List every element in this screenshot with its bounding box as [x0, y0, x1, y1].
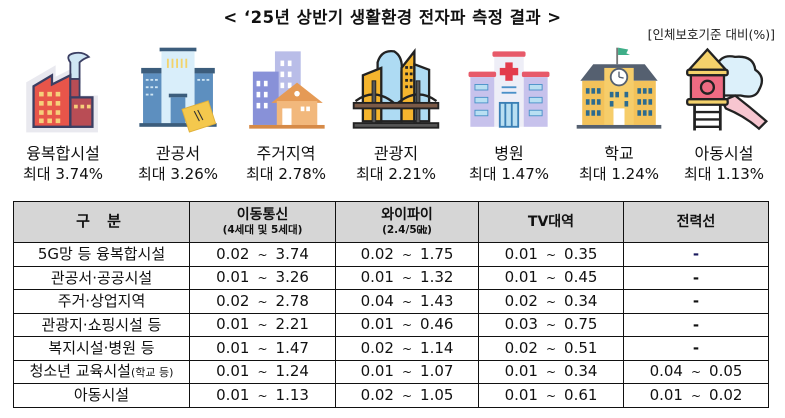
- icon-max-value: 최대 1.13%: [683, 165, 765, 183]
- icon-max-value: 최대 2.21%: [355, 165, 437, 183]
- row-category: 주거·상업지역: [13, 289, 190, 314]
- cell-tv: 0.02 ~0.51: [478, 336, 624, 361]
- row-category: 복지시설·병원 등: [13, 336, 190, 361]
- icon-label: 주거지역: [256, 144, 316, 163]
- icon-label: 아동시설: [694, 144, 754, 163]
- government-office-icon: [139, 47, 217, 133]
- icon-max-value: 최대 1.24%: [578, 165, 660, 183]
- header-mobile: 이동통신 (4세대 및 5세대): [189, 201, 336, 243]
- icon-card-children: 아동시설 최대 1.13%: [664, 44, 784, 184]
- icon-card-residential: 주거지역 최대 2.78%: [226, 44, 346, 184]
- table-header-row: 구 분 이동통신 (4세대 및 5세대) 와이파이 (2.4/5㎓) TV대역 전력…: [13, 201, 769, 243]
- icon-card-school: 학교 최대 1.24%: [559, 44, 679, 184]
- cell-wifi: 0.01 ~0.46: [335, 312, 479, 337]
- residential-area-icon: [249, 51, 325, 129]
- icon-card-government: 관공서 최대 3.26%: [118, 44, 238, 184]
- cell-wifi: 0.04 ~1.43: [335, 289, 479, 314]
- icon-label: 융복합시설: [26, 144, 100, 163]
- cell-mobile: 0.02 ~2.78: [189, 289, 336, 314]
- cell-tv: 0.03 ~0.75: [478, 312, 624, 337]
- cell-tv: 0.02 ~0.34: [478, 289, 624, 314]
- hospital-icon: [468, 51, 550, 128]
- icon-label: 관공서: [155, 144, 201, 163]
- icon-max-value: 최대 3.74%: [22, 165, 104, 183]
- school-icon: [576, 47, 662, 129]
- row-category: 청소년 교육시설(학교 등): [13, 359, 190, 384]
- cell-power: -: [623, 312, 769, 337]
- row-category: 5G망 등 융복합시설: [13, 242, 190, 267]
- cell-wifi: 0.02 ~1.75: [335, 242, 479, 267]
- table-row: 관광지·쇼핑시설 등 0.01 ~2.21 0.01 ~0.46 0.03 ~0.75-: [13, 312, 769, 337]
- cell-wifi: 0.02 ~1.14: [335, 336, 479, 361]
- icon-max-value: 최대 3.26%: [137, 165, 219, 183]
- row-category: 관광지·쇼핑시설 등: [13, 312, 190, 337]
- cell-tv: 0.01 ~0.34: [478, 359, 624, 384]
- cell-mobile: 0.01 ~1.24: [189, 359, 336, 384]
- cell-power: -: [623, 242, 769, 267]
- icon-label: 학교: [604, 144, 634, 163]
- playground-icon: [686, 47, 769, 131]
- table-row: 주거·상업지역 0.02 ~2.78 0.04 ~1.43 0.02 ~0.34-: [13, 289, 769, 314]
- unit-note: [인체보호기준 대비(%)]: [647, 27, 775, 42]
- cell-tv: 0.01 ~0.45: [478, 265, 624, 290]
- cell-mobile: 0.02 ~3.74: [189, 242, 336, 267]
- cell-mobile: 0.01 ~2.21: [189, 312, 336, 337]
- icon-label: 병원: [494, 144, 524, 163]
- icon-max-value: 최대 1.47%: [468, 165, 550, 183]
- cell-tv: 0.01 ~0.35: [478, 242, 624, 267]
- icon-card-convergence: 융복합시설 최대 3.74%: [3, 44, 123, 184]
- cell-mobile: 0.01 ~3.26: [189, 265, 336, 290]
- header-power: 전력선: [623, 201, 769, 243]
- header-category: 구 분: [13, 201, 190, 243]
- tourist-spot-icon: [352, 48, 440, 129]
- table-row: 아동시설 0.01 ~1.13 0.02 ~1.05 0.01 ~0.61 0.01 ~0.02: [13, 383, 769, 408]
- icon-card-hospital: 병원 최대 1.47%: [449, 44, 569, 184]
- cell-power: -: [623, 265, 769, 290]
- header-wifi: 와이파이 (2.4/5㎓): [335, 201, 479, 243]
- icon-label: 관광지: [373, 144, 419, 163]
- cell-wifi: 0.01 ~1.32: [335, 265, 479, 290]
- measurement-results-table: 구 분 이동통신 (4세대 및 5세대) 와이파이 (2.4/5㎓) TV대역 전력…: [13, 201, 769, 408]
- row-category: 관공서·공공시설: [13, 265, 190, 290]
- header-tv: TV대역: [478, 201, 624, 243]
- cell-wifi: 0.02 ~1.05: [335, 383, 479, 408]
- cell-wifi: 0.01 ~1.07: [335, 359, 479, 384]
- facility-icons-row: 융복합시설 최대 3.74% 관공서 최대 3.26%: [0, 44, 785, 194]
- cell-power: -: [623, 289, 769, 314]
- table-row: 관공서·공공시설 0.01 ~3.26 0.01 ~1.32 0.01 ~0.45-: [13, 265, 769, 290]
- icon-card-tourist: 관광지 최대 2.21%: [336, 44, 456, 184]
- row-category: 아동시설: [13, 383, 190, 408]
- table-row: 5G망 등 융복합시설 0.02 ~3.74 0.02 ~1.75 0.01 ~0.35-: [13, 242, 769, 267]
- table-row: 복지시설·병원 등 0.01 ~1.47 0.02 ~1.14 0.02 ~0.51-: [13, 336, 769, 361]
- cell-power: 0.04 ~0.05: [623, 359, 769, 384]
- cell-power: 0.01 ~0.02: [623, 383, 769, 408]
- cell-mobile: 0.01 ~1.47: [189, 336, 336, 361]
- cell-mobile: 0.01 ~1.13: [189, 383, 336, 408]
- table-row: 청소년 교육시설(학교 등) 0.01 ~1.24 0.01 ~1.07 0.01 ~0.3…: [13, 359, 769, 384]
- cell-tv: 0.01 ~0.61: [478, 383, 624, 408]
- cell-power: -: [623, 336, 769, 361]
- icon-max-value: 최대 2.78%: [245, 165, 327, 183]
- page-title: < ‘25년 상반기 생활환경 전자파 측정 결과 >: [223, 8, 562, 27]
- factory-icon: [26, 51, 98, 133]
